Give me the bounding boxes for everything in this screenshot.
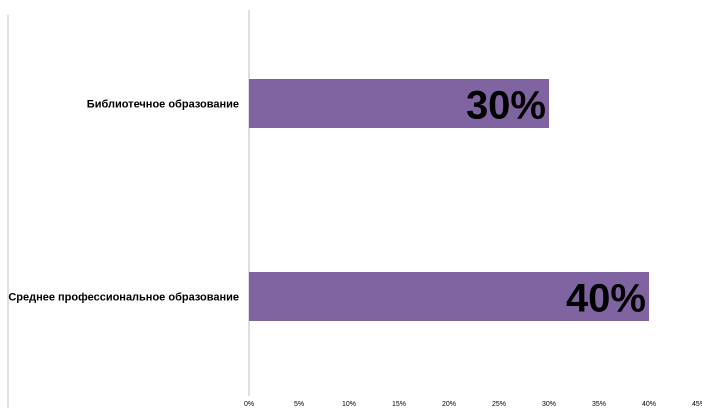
x-tick-label: 5% [294, 401, 304, 408]
x-axis-ticks: 0% 5% 10% 15% 20% 25% 30% 35% 40% 45% [244, 401, 702, 408]
x-tick-label: 45% [692, 401, 702, 408]
data-label: 30% [466, 84, 546, 128]
x-tick-label: 15% [392, 401, 406, 408]
bar [249, 272, 649, 321]
category-label: Среднее профессиональное образование [8, 292, 239, 304]
x-tick-label: 20% [442, 401, 456, 408]
x-tick-label: 25% [492, 401, 506, 408]
bar [249, 79, 549, 128]
x-tick-label: 35% [592, 401, 606, 408]
x-tick-label: 10% [342, 401, 356, 408]
category-label: Библиотечное образование [87, 99, 239, 111]
bars-group: 30% 40% [249, 79, 649, 321]
x-tick-label: 0% [244, 401, 254, 408]
x-tick-label: 40% [642, 401, 656, 408]
x-tick-label: 30% [542, 401, 556, 408]
data-label: 40% [566, 277, 646, 321]
category-labels: Библиотечное образование Среднее професси… [8, 99, 239, 304]
